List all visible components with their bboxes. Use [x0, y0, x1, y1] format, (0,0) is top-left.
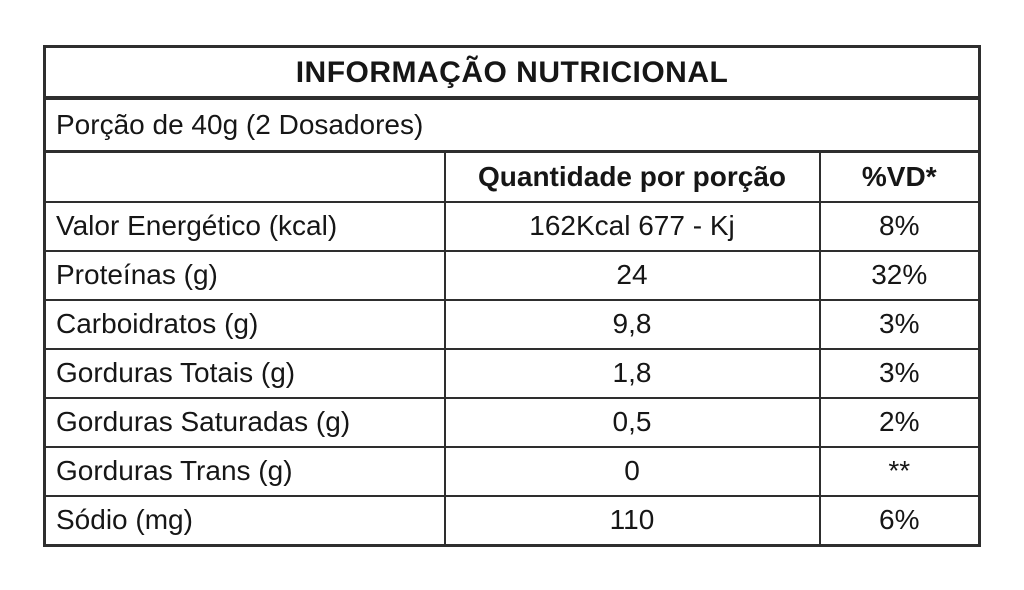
- table-row-total-fat: Gorduras Totais (g) 1,8 3%: [43, 348, 981, 399]
- column-header-quantity: Quantidade por porção: [443, 150, 821, 203]
- table-row-energy: Valor Energético (kcal) 162Kcal 677 - Kj…: [43, 201, 981, 252]
- row-quantity: 162Kcal 677 - Kj: [443, 201, 821, 252]
- table-row-carbs: Carboidratos (g) 9,8 3%: [43, 299, 981, 350]
- column-header-dv: %VD*: [818, 150, 981, 203]
- row-dv: 3%: [818, 299, 981, 350]
- column-header-empty: [43, 150, 446, 203]
- row-label: Valor Energético (kcal): [43, 201, 446, 252]
- row-label: Gorduras Trans (g): [43, 446, 446, 497]
- row-label: Proteínas (g): [43, 250, 446, 301]
- row-label: Gorduras Totais (g): [43, 348, 446, 399]
- serving-size-text: Porção de 40g (2 Dosadores): [43, 97, 981, 153]
- table-row-protein: Proteínas (g) 24 32%: [43, 250, 981, 301]
- serving-size-row: Porção de 40g (2 Dosadores): [43, 97, 981, 153]
- row-label: Sódio (mg): [43, 495, 446, 547]
- column-header-row: Quantidade por porção %VD*: [43, 150, 981, 203]
- table-title-row: INFORMAÇÃO NUTRICIONAL: [43, 45, 981, 100]
- table-row-sodium: Sódio (mg) 110 6%: [43, 495, 981, 547]
- nutrition-table: INFORMAÇÃO NUTRICIONAL Porção de 40g (2 …: [43, 45, 982, 547]
- table-row-trans-fat: Gorduras Trans (g) 0 **: [43, 446, 981, 497]
- row-quantity: 110: [443, 495, 821, 547]
- row-label: Carboidratos (g): [43, 299, 446, 350]
- table-title: INFORMAÇÃO NUTRICIONAL: [43, 45, 981, 100]
- row-quantity: 0,5: [443, 397, 821, 448]
- row-quantity: 0: [443, 446, 821, 497]
- row-quantity: 1,8: [443, 348, 821, 399]
- row-label: Gorduras Saturadas (g): [43, 397, 446, 448]
- row-quantity: 9,8: [443, 299, 821, 350]
- nutrition-label: INFORMAÇÃO NUTRICIONAL Porção de 40g (2 …: [43, 45, 982, 547]
- row-dv: 3%: [818, 348, 981, 399]
- row-dv: 6%: [818, 495, 981, 547]
- row-dv: 8%: [818, 201, 981, 252]
- row-dv: 2%: [818, 397, 981, 448]
- row-quantity: 24: [443, 250, 821, 301]
- row-dv: **: [818, 446, 981, 497]
- row-dv: 32%: [818, 250, 981, 301]
- table-row-saturated-fat: Gorduras Saturadas (g) 0,5 2%: [43, 397, 981, 448]
